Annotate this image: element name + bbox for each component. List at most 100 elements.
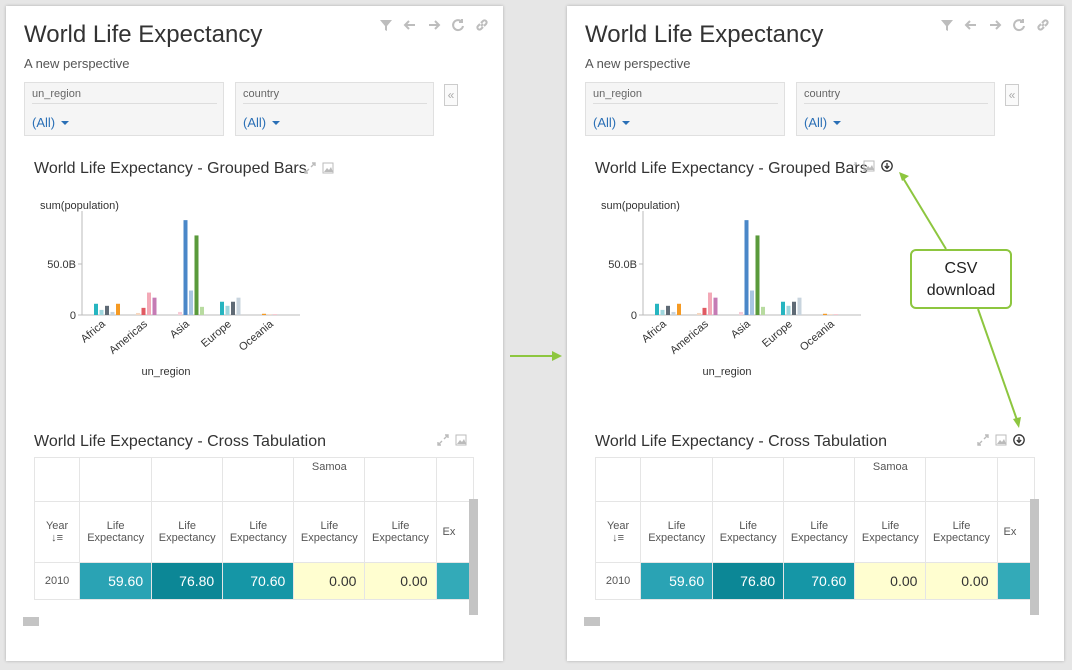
refresh-icon[interactable] (1012, 18, 1026, 32)
image-download-icon[interactable] (863, 160, 875, 172)
header-cell (435, 457, 474, 502)
bar (744, 220, 749, 315)
filter-dropdown[interactable]: (All) (243, 115, 281, 130)
bar (136, 312, 140, 315)
collapse-filters-button[interactable]: « (444, 84, 458, 106)
image-download-icon[interactable] (995, 434, 1007, 446)
measure-header-row: Year ↓≡ Life Expectancy Life Expectancy L… (34, 501, 474, 563)
refresh-icon[interactable] (451, 18, 465, 32)
filter-country[interactable]: country (All) (796, 82, 995, 136)
measure-header: Life Expectancy (364, 501, 437, 563)
value-cell: 70.60 (783, 562, 856, 600)
table-row: 2010 59.60 76.80 70.60 0.00 0.00 (595, 562, 1035, 600)
filter-un-region[interactable]: un_region (All) (24, 82, 224, 136)
header-cell: Samoa (854, 457, 927, 502)
bar (152, 297, 157, 315)
filter-icon[interactable] (379, 18, 393, 32)
csv-download-icon[interactable] (881, 160, 893, 172)
bar (189, 290, 193, 315)
value-cell (996, 562, 1035, 600)
bar (225, 305, 230, 315)
horizontal-scrollbar[interactable] (23, 617, 39, 626)
bar (781, 301, 785, 315)
bar (141, 307, 146, 315)
x-tick-label: Asia (729, 318, 754, 342)
vertical-scrollbar[interactable] (1030, 499, 1039, 615)
value-cell: 59.60 (640, 562, 714, 600)
expand-icon[interactable] (977, 434, 989, 446)
sort-descending-icon[interactable]: ↓≡ (612, 532, 625, 544)
filter-icon[interactable] (940, 18, 954, 32)
measure-header-row: Year ↓≡ Life Expectancy Life Expectancy L… (595, 501, 1035, 563)
header-cell (925, 457, 998, 502)
bar (220, 301, 224, 315)
forward-icon[interactable] (988, 18, 1002, 32)
header-cell (783, 457, 856, 502)
header-cell (34, 457, 81, 502)
x-axis-label: un_region (703, 366, 752, 378)
bar (713, 297, 718, 315)
dashboard-panel-after: World Life Expectancy A new perspective … (567, 6, 1064, 661)
image-download-icon[interactable] (322, 162, 334, 174)
y-tick-label: 50.0B (608, 259, 637, 271)
sort-descending-icon[interactable]: ↓≡ (51, 532, 64, 544)
caret-down-icon (833, 121, 842, 125)
bar (666, 305, 670, 315)
measure-header: Life Expectancy (854, 501, 927, 563)
bar (677, 303, 681, 315)
bar (755, 235, 760, 315)
bar (105, 305, 109, 315)
bar (828, 314, 833, 315)
csv-download-icon[interactable] (1013, 434, 1025, 446)
transition-arrow-icon (510, 351, 562, 361)
back-icon[interactable] (964, 18, 978, 32)
filter-country[interactable]: country (All) (235, 82, 434, 136)
x-tick-label: Africa (640, 318, 670, 346)
back-icon[interactable] (403, 18, 417, 32)
collapse-filters-button[interactable]: « (1005, 84, 1019, 106)
measure-header: Ex (435, 501, 474, 563)
filter-un-region[interactable]: un_region (All) (585, 82, 785, 136)
filter-dropdown[interactable]: (All) (32, 115, 70, 130)
dashboard-title: World Life Expectancy (585, 21, 824, 48)
link-icon[interactable] (1036, 18, 1050, 32)
vertical-scrollbar[interactable] (469, 499, 478, 615)
filter-dropdown[interactable]: (All) (593, 115, 631, 130)
year-header[interactable]: Year ↓≡ (595, 501, 642, 563)
image-download-icon[interactable] (455, 434, 467, 446)
dashboard-title: World Life Expectancy (24, 21, 263, 48)
filter-dropdown[interactable]: (All) (804, 115, 842, 130)
callout-line-1: CSV (944, 260, 978, 277)
filter-label: un_region (32, 88, 217, 104)
dashboard-panel-before: World Life Expectancy A new perspective … (6, 6, 503, 661)
dashboard-subtitle: A new perspective (585, 56, 691, 71)
expand-icon[interactable] (849, 160, 857, 172)
grouped-bars-title: World Life Expectancy - Grouped Bars (34, 160, 307, 177)
value-cell: 0.00 (364, 562, 437, 600)
measure-header: Life Expectancy (640, 501, 714, 563)
bar (708, 292, 712, 315)
bar (183, 220, 188, 315)
year-cell: 2010 (34, 562, 81, 600)
measure-header: Life Expectancy (712, 501, 785, 563)
value-cell: 0.00 (854, 562, 927, 600)
bar (792, 301, 796, 315)
bar (702, 307, 707, 315)
caret-down-icon (61, 121, 70, 125)
year-header[interactable]: Year ↓≡ (34, 501, 81, 563)
expand-icon[interactable] (437, 434, 449, 446)
expand-icon[interactable] (304, 162, 316, 174)
forward-icon[interactable] (427, 18, 441, 32)
measure-header: Life Expectancy (783, 501, 856, 563)
bar (823, 313, 827, 315)
grouped-bars-title: World Life Expectancy - Grouped Bars (595, 160, 868, 177)
value-cell: 0.00 (293, 562, 366, 600)
grouped-bar-chart: sum(population) 0 50.0B Africa Americas Asia E… (601, 200, 861, 378)
bar (655, 303, 659, 315)
country-header-row: Samoa (34, 457, 474, 502)
link-icon[interactable] (475, 18, 489, 32)
horizontal-scrollbar[interactable] (584, 617, 600, 626)
measure-header: Life Expectancy (151, 501, 224, 563)
header-cell (640, 457, 714, 502)
cross-tab-title: World Life Expectancy - Cross Tabulation (595, 433, 887, 450)
